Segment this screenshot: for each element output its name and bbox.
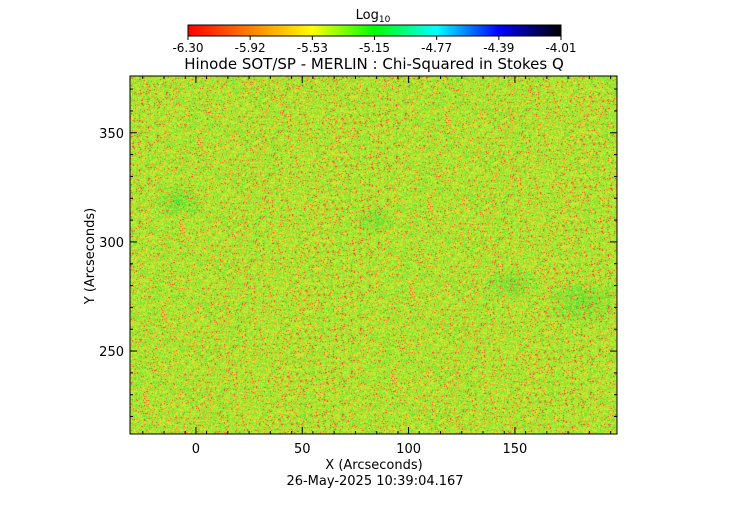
- x-tick-label: 50: [294, 442, 311, 457]
- chart-title: Hinode SOT/SP - MERLIN : Chi-Squared in …: [184, 55, 564, 73]
- colorbar-tick-label: -4.39: [483, 41, 514, 55]
- y-tick-label: 300: [99, 236, 124, 251]
- y-axis-label: Y (Arcseconds): [83, 208, 98, 305]
- colorbar-tick-label: -5.15: [359, 41, 390, 55]
- y-tick-label: 250: [99, 345, 124, 360]
- colorbar-tick-label: -5.92: [235, 41, 266, 55]
- colorbar-tick-label: -6.30: [172, 41, 203, 55]
- colorbar-label: Log10: [356, 8, 391, 25]
- heatmap-canvas: [130, 76, 617, 434]
- colorbar-tick-label: -4.77: [421, 41, 452, 55]
- colorbar-tick-label: -4.01: [545, 41, 576, 55]
- heatmap-image: [129, 75, 618, 435]
- x-axis: 0 50 100 150: [142, 76, 612, 457]
- x-tick-label: 100: [396, 442, 421, 457]
- x-tick-label: 150: [503, 442, 528, 457]
- plot-frame: [129, 75, 618, 435]
- x-axis-label: X (Arcseconds): [325, 458, 422, 473]
- y-axis: 250 300 350: [99, 88, 617, 418]
- y-tick-label: 350: [99, 127, 124, 142]
- colorbar: [187, 24, 562, 37]
- timestamp: 26-May-2025 10:39:04.167: [286, 474, 463, 489]
- colorbar-tick-label: -5.53: [297, 41, 328, 55]
- colorbar-ticks: -6.30 -5.92 -5.53 -5.15 -4.77 -4.39 -4.01: [172, 36, 577, 55]
- x-tick-label: 0: [192, 442, 200, 457]
